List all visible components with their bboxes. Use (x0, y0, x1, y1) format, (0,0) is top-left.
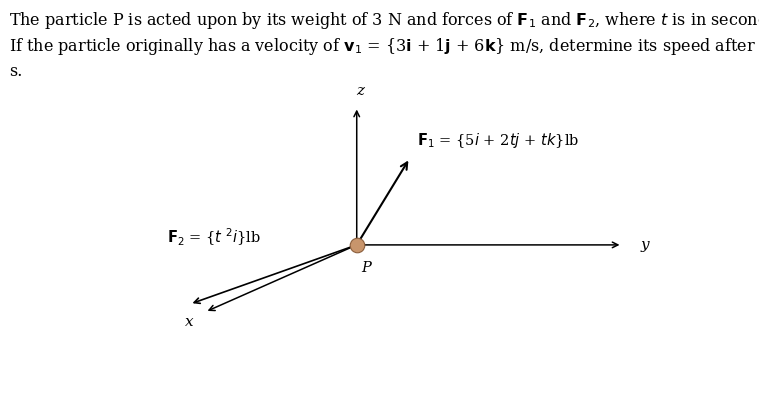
Text: x: x (185, 315, 194, 329)
Text: The particle P is acted upon by its weight of 3 N and forces of $\mathbf{F}_1$ a: The particle P is acted upon by its weig… (9, 10, 759, 31)
Text: $\mathbf{F}_1$ = {5$\mathit{i}$ + 2$t\mathit{j}$ + $t\mathit{k}$}lb: $\mathbf{F}_1$ = {5$\mathit{i}$ + 2$t\ma… (417, 131, 580, 150)
Text: z: z (357, 84, 364, 98)
Text: s.: s. (9, 63, 23, 80)
Text: $\mathbf{F}_2$ = {$t$ $^2\mathit{i}$}lb: $\mathbf{F}_2$ = {$t$ $^2\mathit{i}$}lb (167, 226, 261, 248)
Text: y: y (641, 238, 650, 252)
Point (351, 242, 363, 248)
Text: P: P (361, 261, 371, 275)
Text: If the particle originally has a velocity of $\mathbf{v}_1$ = {3$\mathbf{i}$ + 1: If the particle originally has a velocit… (9, 36, 759, 57)
